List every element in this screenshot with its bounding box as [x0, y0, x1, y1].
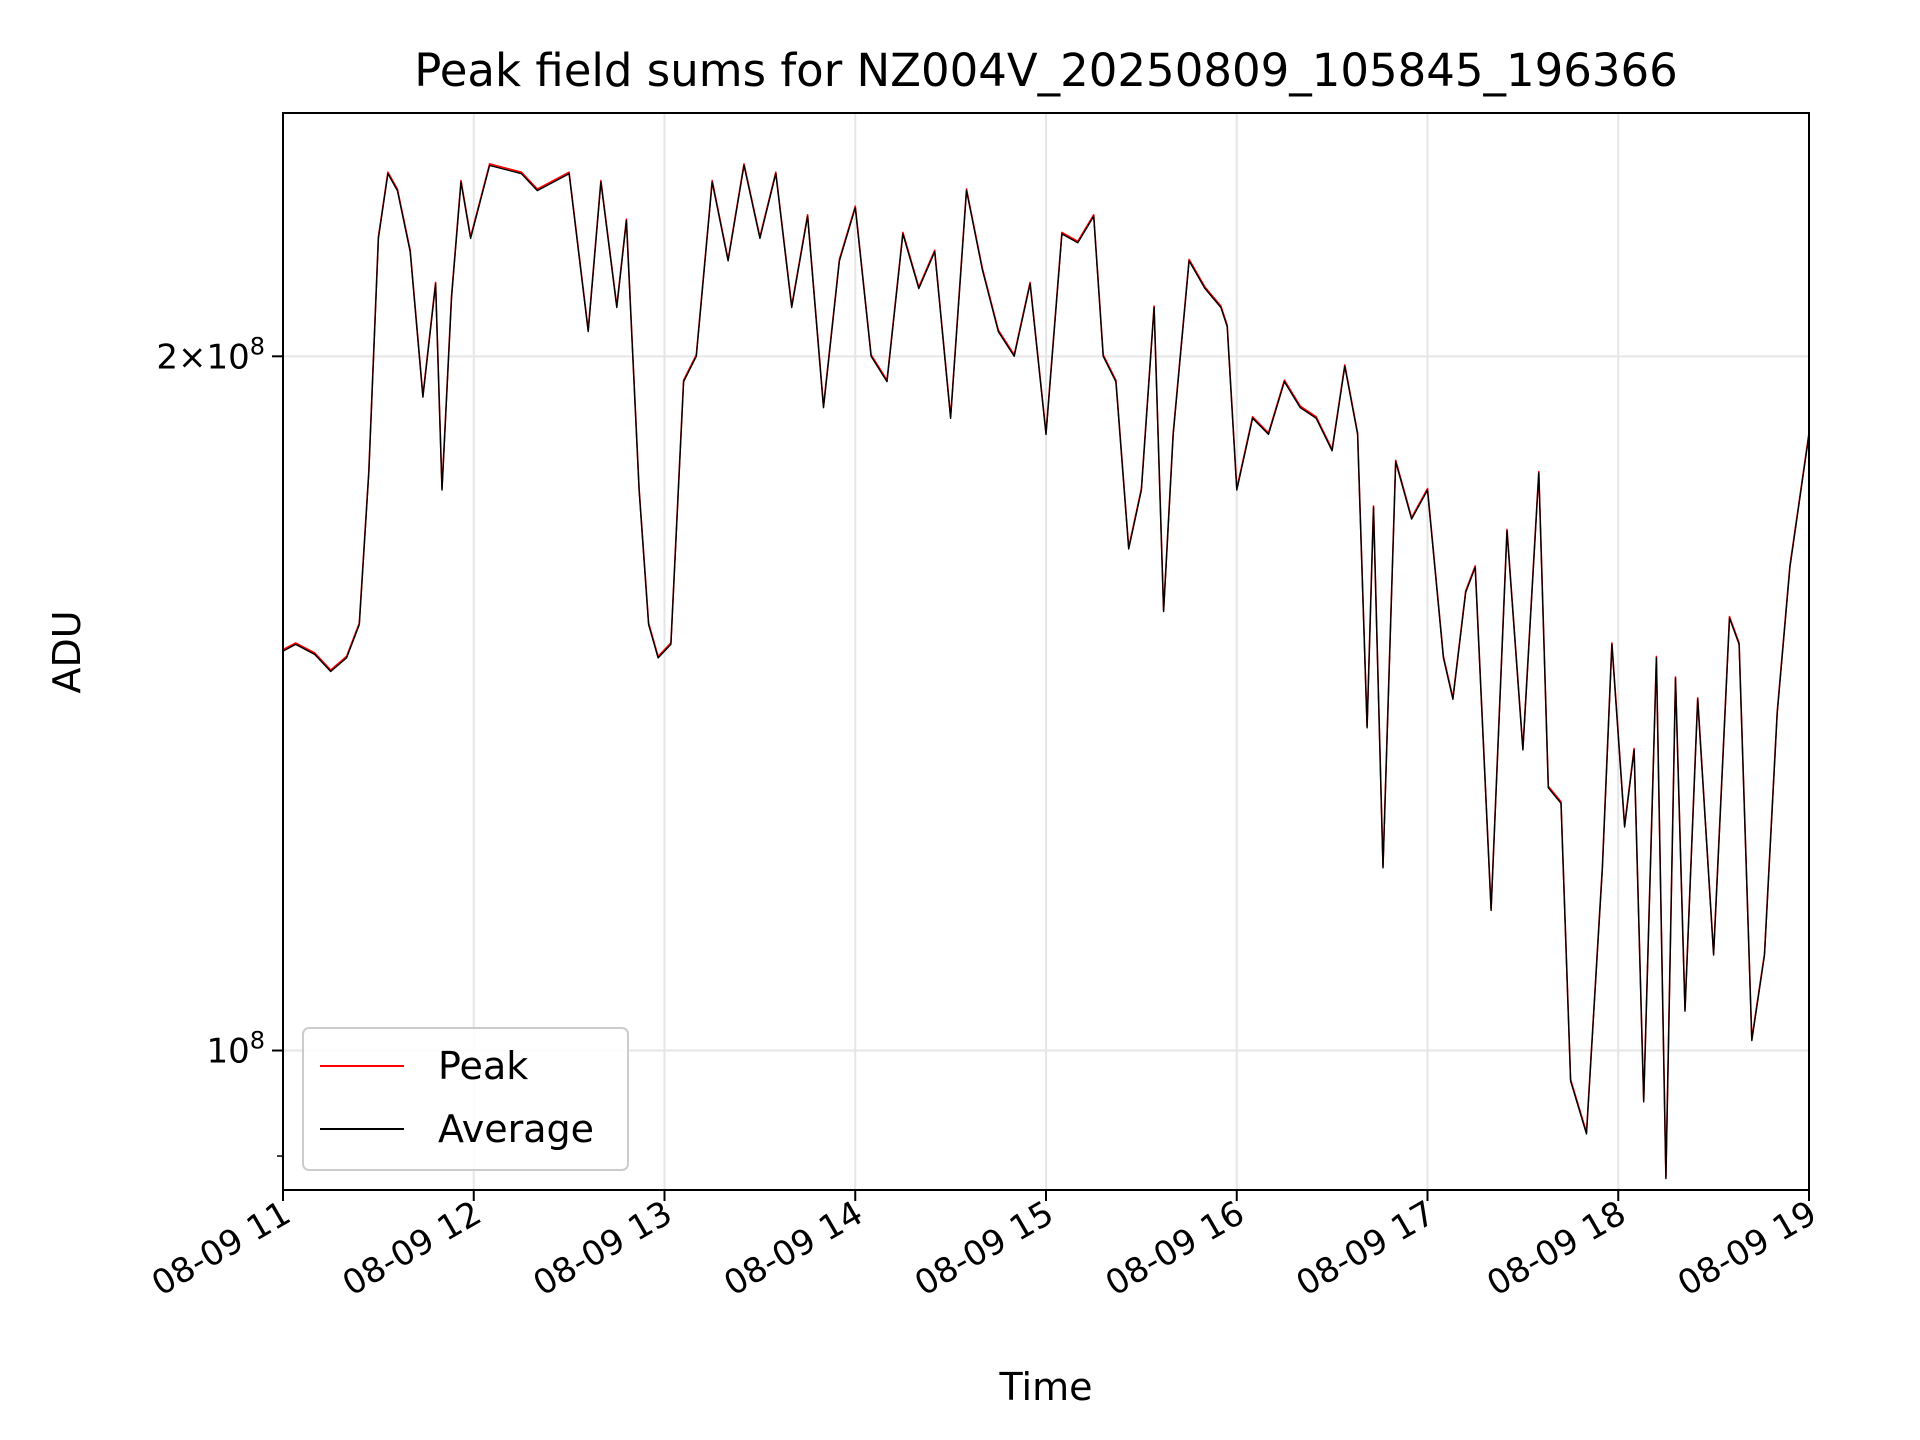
- legend: Peak Average: [302, 1027, 629, 1171]
- series-line-average: [282, 164, 1810, 1180]
- legend-label-average: Average: [438, 1107, 594, 1151]
- y-axis-ticks: 2×108 108: [156, 332, 283, 1157]
- y-tick-label: 2×108: [156, 332, 265, 377]
- legend-box: [302, 1027, 629, 1171]
- series-layer: [282, 163, 1810, 1180]
- x-axis-label: Time: [999, 1365, 1093, 1409]
- y-tick-label: 108: [206, 1027, 265, 1072]
- chart-title: Peak field sums for NZ004V_20250809_1058…: [414, 44, 1678, 97]
- legend-label-peak: Peak: [438, 1044, 528, 1088]
- y-axis-label: ADU: [45, 610, 89, 693]
